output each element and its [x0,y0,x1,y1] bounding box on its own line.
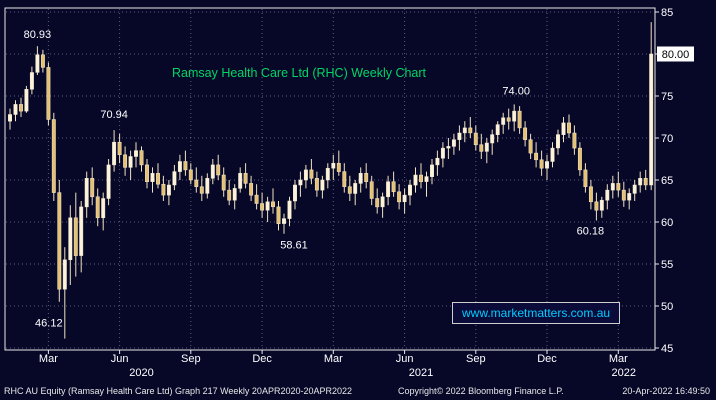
annotations: 80.93 70.94 46.12 58.61 74.00 60.18 [24,29,605,329]
price-axis-label: 45 [661,343,673,355]
footer-security-info: RHC AU Equity (Ramsay Health Care Ltd) G… [4,386,353,396]
last-price-marker: 80.00 [657,46,694,62]
month-label: Jun [396,353,414,365]
annotation-label: 80.93 [24,29,52,41]
footer-bar: RHC AU Equity (Ramsay Health Care Ltd) G… [0,382,716,400]
svg-text:80.00: 80.00 [662,49,690,61]
month-label: Mar [39,353,58,365]
month-label: Jun [111,353,129,365]
price-axis-label: 75 [661,91,673,103]
chart-title: Ramsay Health Care Ltd (RHC) Weekly Char… [172,66,427,80]
year-label: 2020 [129,367,153,379]
month-label: Dec [252,353,272,365]
watermark-box: www.marketmatters.com.au [452,302,621,324]
month-label: Sep [466,353,486,365]
price-axis-label: 85 [661,7,673,19]
footer-timestamp: 20-Apr-2022 16:49:50 [622,386,710,396]
watermark-url[interactable]: www.marketmatters.com.au [462,306,611,320]
price-axis-label: 55 [661,259,673,271]
price-axis-label: 60 [661,217,673,229]
price-axis-label: 70 [661,133,673,145]
year-label: 2022 [612,367,636,379]
year-label: 2021 [409,367,433,379]
plot-frame [4,7,656,351]
footer-copyright: Copyright© 2022 Bloomberg Finance L.P. [398,386,564,396]
price-axis-label: 50 [661,301,673,313]
price-axis-label: 65 [661,175,673,187]
month-label: Mar [609,353,628,365]
annotation-label: 58.61 [280,240,308,252]
annotation-label: 70.94 [100,109,128,121]
time-axis: Mar Jun Sep Dec Mar Jun Sep Dec Mar 2020 2021 2022 [39,350,636,379]
month-label: Sep [181,353,201,365]
annotation-label: 60.18 [577,226,605,238]
annotation-label: 74.00 [502,85,530,97]
gridlines-horizontal [6,11,654,349]
candles [8,22,654,339]
annotation-label: 46.12 [35,318,63,330]
month-label: Mar [324,353,343,365]
month-label: Dec [537,353,557,365]
